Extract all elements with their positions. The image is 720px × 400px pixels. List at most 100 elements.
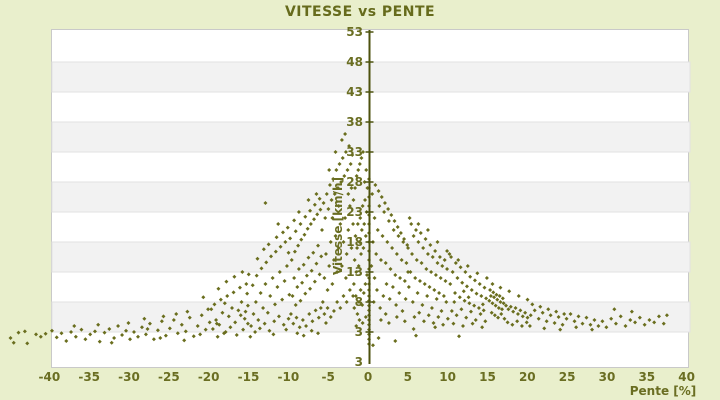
- data-point: [261, 306, 266, 310]
- data-point: [83, 337, 88, 342]
- data-point: [16, 330, 21, 335]
- data-point: [216, 286, 221, 291]
- data-point: [374, 288, 379, 292]
- data-point: [280, 297, 285, 302]
- data-point: [268, 294, 273, 298]
- data-point: [390, 246, 395, 250]
- data-point: [273, 249, 278, 254]
- data-point: [333, 234, 338, 238]
- data-point: [333, 150, 338, 154]
- data-point: [568, 312, 573, 316]
- data-point: [447, 252, 452, 256]
- data-point: [370, 343, 375, 348]
- data-point: [437, 255, 442, 259]
- data-point: [328, 240, 333, 244]
- data-point: [292, 276, 297, 280]
- data-point: [336, 246, 341, 250]
- data-point: [497, 294, 502, 298]
- data-point: [291, 321, 296, 326]
- data-point: [267, 328, 272, 333]
- data-point: [359, 252, 364, 256]
- data-point: [390, 285, 395, 289]
- data-point: [284, 264, 289, 268]
- data-point: [596, 324, 601, 328]
- data-point: [402, 237, 407, 241]
- data-point: [313, 308, 318, 313]
- data-point: [324, 192, 329, 196]
- data-point: [661, 321, 666, 326]
- data-point: [297, 325, 302, 330]
- data-point: [401, 240, 406, 244]
- data-point: [354, 270, 359, 274]
- data-point: [300, 280, 305, 285]
- data-point: [234, 333, 239, 337]
- data-point: [109, 340, 114, 345]
- data-point: [467, 301, 472, 306]
- data-point: [409, 222, 414, 226]
- data-point: [361, 291, 366, 295]
- data-point: [477, 282, 482, 286]
- data-point: [326, 207, 331, 211]
- data-point: [298, 222, 303, 226]
- data-point: [161, 314, 166, 319]
- data-point: [54, 335, 59, 340]
- data-point: [398, 231, 403, 235]
- data-point: [59, 331, 64, 336]
- x-axis-tick-label: 10: [439, 370, 456, 384]
- data-point: [508, 304, 513, 309]
- data-point: [538, 304, 543, 309]
- data-point: [316, 315, 321, 320]
- data-point: [92, 329, 97, 334]
- data-point: [312, 217, 317, 222]
- data-point: [330, 282, 335, 286]
- scatter-points: [8, 132, 669, 348]
- data-point: [652, 320, 657, 325]
- data-point: [473, 318, 478, 322]
- data-point: [421, 319, 426, 324]
- data-point: [576, 314, 581, 319]
- data-point: [263, 201, 268, 205]
- data-point: [356, 168, 361, 172]
- data-point: [499, 312, 504, 316]
- data-point: [357, 300, 362, 304]
- data-point: [171, 318, 176, 322]
- y-axis-tick-label: 23: [346, 205, 363, 219]
- data-point: [310, 319, 315, 324]
- data-point: [381, 294, 386, 298]
- data-point: [116, 324, 121, 328]
- data-point: [253, 330, 258, 334]
- data-point: [361, 246, 366, 250]
- data-point: [265, 310, 270, 315]
- data-point: [96, 322, 101, 327]
- data-point: [359, 156, 364, 160]
- data-point: [400, 309, 405, 313]
- data-point: [403, 297, 408, 301]
- data-point: [441, 322, 446, 327]
- x-axis-tick-label: -20: [197, 370, 220, 384]
- data-point: [159, 319, 164, 324]
- data-point: [317, 272, 322, 277]
- data-point: [147, 321, 152, 326]
- data-point: [439, 309, 444, 313]
- data-point: [239, 300, 244, 304]
- data-point: [323, 252, 328, 256]
- data-point: [343, 216, 348, 220]
- data-point: [378, 258, 383, 262]
- data-point: [580, 321, 585, 326]
- y-axis-tick-label: 13: [346, 265, 363, 279]
- data-point: [382, 201, 387, 205]
- data-point: [444, 300, 449, 304]
- data-point: [207, 320, 212, 325]
- data-point: [185, 309, 190, 314]
- data-point: [264, 260, 269, 265]
- data-point: [513, 306, 518, 310]
- data-point: [174, 312, 179, 316]
- data-point: [382, 210, 387, 214]
- data-point: [404, 261, 409, 265]
- data-point: [430, 255, 435, 259]
- data-point: [300, 318, 305, 322]
- x-axis-tick-label: 20: [518, 370, 536, 384]
- data-point: [414, 258, 419, 262]
- data-point: [243, 309, 248, 314]
- data-point: [271, 332, 276, 337]
